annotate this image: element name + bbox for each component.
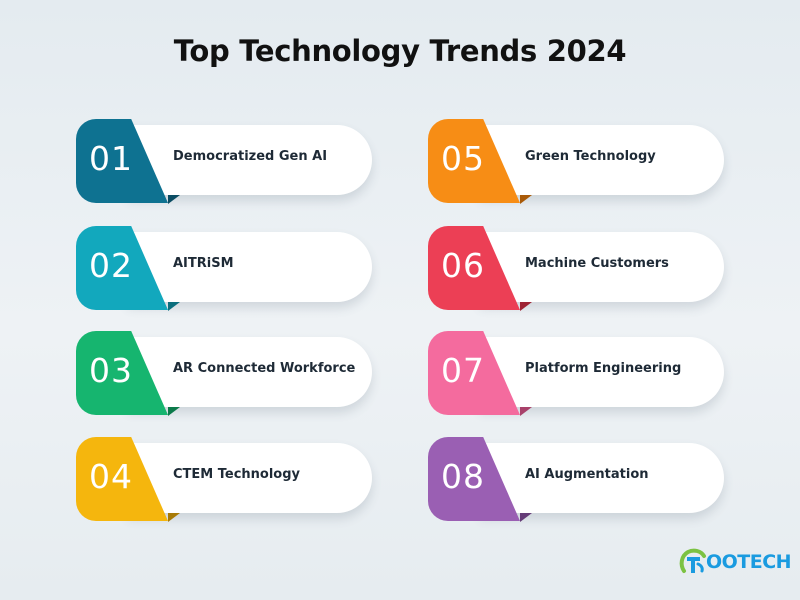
- trend-card: [480, 232, 724, 302]
- badge-fold: [520, 302, 532, 311]
- trend-item-02: 02 AITRiSM: [76, 226, 376, 312]
- trend-label: AI Augmentation: [525, 467, 649, 482]
- trend-item-07: 07 Platform Engineering: [428, 331, 728, 417]
- logo-text: OOTECH: [706, 551, 792, 573]
- page-title: Top Technology Trends 2024: [173, 34, 627, 68]
- trend-number: 04: [89, 457, 133, 496]
- trend-label: Platform Engineering: [525, 361, 682, 376]
- trend-item-04: 04 CTEM Technology: [76, 437, 376, 523]
- trend-number: 06: [441, 246, 485, 285]
- trend-number: 08: [441, 457, 485, 496]
- trend-number: 03: [89, 351, 133, 390]
- trend-card: [128, 443, 372, 513]
- trend-label: Machine Customers: [525, 256, 669, 271]
- badge-fold: [520, 195, 532, 204]
- trend-label: AITRiSM: [173, 256, 234, 271]
- badge-fold: [168, 302, 180, 311]
- trend-card: [128, 232, 372, 302]
- trend-item-05: 05 Green Technology: [428, 119, 728, 205]
- trend-item-03: 03 AR Connected Workforce: [76, 331, 376, 417]
- badge-fold: [520, 407, 532, 416]
- trend-number: 05: [441, 139, 485, 178]
- trend-label: Green Technology: [525, 149, 656, 164]
- trend-label: AR Connected Workforce: [173, 361, 356, 376]
- trend-label: CTEM Technology: [173, 467, 301, 482]
- badge-fold: [168, 195, 180, 204]
- trend-card: [480, 125, 724, 195]
- trend-card: [128, 125, 372, 195]
- badge-fold: [168, 407, 180, 416]
- trend-number: 07: [441, 351, 485, 390]
- trend-item-01: 01 Democratized Gen AI: [76, 119, 376, 205]
- trend-label: Democratized Gen AI: [173, 149, 328, 164]
- trend-card: [480, 443, 724, 513]
- trend-item-08: 08 AI Augmentation: [428, 437, 728, 523]
- trend-card: [480, 337, 724, 407]
- badge-fold: [168, 513, 180, 522]
- trend-card: [128, 337, 372, 407]
- badge-fold: [520, 513, 532, 522]
- trend-number: 01: [89, 139, 133, 178]
- trend-item-06: 06 Machine Customers: [428, 226, 728, 312]
- trend-number: 02: [89, 246, 133, 285]
- company-logo: OOTECH: [678, 545, 792, 579]
- logo-mark-icon: [679, 548, 706, 573]
